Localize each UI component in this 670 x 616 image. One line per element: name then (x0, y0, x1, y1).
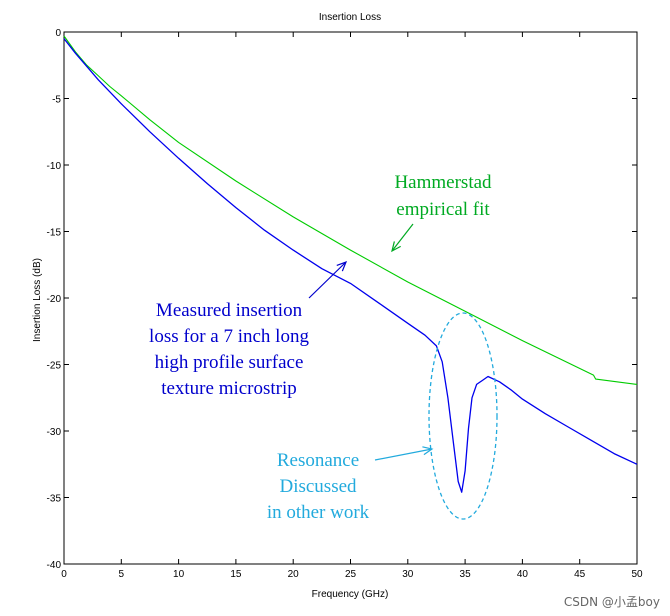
annotation-resonance-line: Discussed (279, 476, 357, 497)
y-tick-label: -30 (47, 427, 62, 438)
annotation-hammerstad-arrow (391, 223, 414, 253)
annotation-measured-arrow (308, 260, 348, 299)
annotation-measured: Measured insertion loss for a 7 inch long… (149, 300, 309, 399)
y-axis-label: Insertion Loss (dB) (32, 258, 43, 342)
annotation-measured-line: Measured insertion (156, 300, 303, 321)
chart-title: Insertion Loss (319, 12, 381, 23)
x-tick-label: 20 (288, 569, 300, 580)
x-tick-label: 35 (460, 569, 472, 580)
x-tick-label: 45 (574, 569, 586, 580)
annotation-measured-line: loss for a 7 inch long (149, 326, 309, 347)
watermark: CSDN @小孟boy (563, 595, 660, 609)
axis-ticks: 0 5 10 15 20 25 30 35 40 45 50 0 -5 -10 -15 -20 -25 -30 -3… (47, 28, 643, 580)
annotation-resonance-arrow (374, 446, 434, 461)
x-tick-label: 10 (173, 569, 185, 580)
y-tick-label: 0 (55, 28, 61, 39)
y-tick-label: -40 (47, 560, 62, 571)
x-tick-label: 0 (61, 569, 67, 580)
y-tick-label: -5 (52, 95, 61, 106)
x-tick-label: 50 (631, 569, 643, 580)
annotation-hammerstad-line: empirical fit (396, 199, 490, 220)
annotation-resonance: Resonance Discussed in other work (267, 450, 370, 523)
series-measured-line (63, 38, 638, 493)
annotation-measured-line: high profile surface (155, 352, 304, 373)
x-tick-label: 30 (402, 569, 414, 580)
annotation-measured-line: texture microstrip (161, 378, 297, 399)
y-tick-label: -15 (47, 228, 62, 239)
y-tick-label: -20 (47, 294, 62, 305)
x-tick-label: 5 (119, 569, 125, 580)
series-group (63, 35, 638, 493)
series-hammerstad-line (63, 35, 638, 385)
y-tick-label: -10 (47, 161, 62, 172)
annotation-hammerstad: Hammerstad empirical fit (394, 172, 492, 220)
annotation-group: Hammerstad empirical fit Measured insertio… (149, 172, 498, 523)
plot-frame (63, 31, 638, 565)
x-tick-label: 25 (345, 569, 357, 580)
x-tick-label: 15 (230, 569, 242, 580)
y-tick-label: -35 (47, 494, 62, 505)
annotation-resonance-line: Resonance (277, 450, 359, 471)
resonance-ellipse (428, 312, 498, 520)
annotation-hammerstad-line: Hammerstad (394, 172, 492, 193)
annotation-resonance-line: in other work (267, 502, 370, 523)
y-tick-label: -25 (47, 361, 62, 372)
x-axis-label: Frequency (GHz) (312, 589, 389, 600)
x-tick-label: 40 (517, 569, 529, 580)
